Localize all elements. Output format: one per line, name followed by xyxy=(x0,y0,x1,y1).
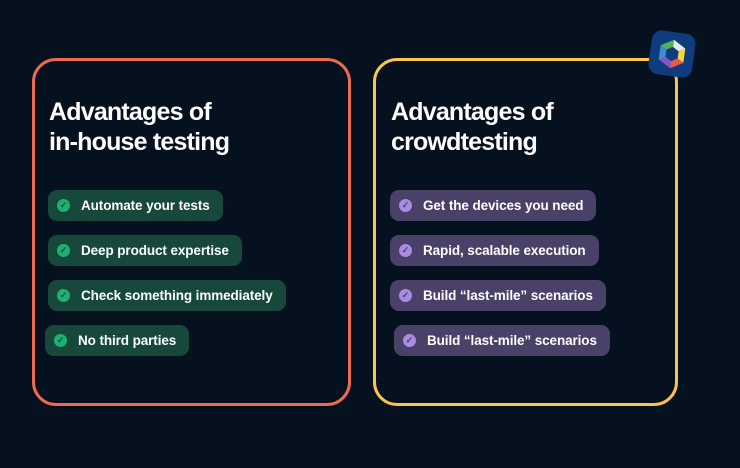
title-line-2: in-house testing xyxy=(49,128,230,156)
advantage-pill: ✓ Deep product expertise xyxy=(48,235,242,266)
advantage-pill: ✓ Build “last-mile” scenarios xyxy=(394,325,610,356)
cube-hexagon-icon xyxy=(658,39,686,69)
check-icon: ✓ xyxy=(57,199,70,212)
crowdtesting-card: Advantages of crowdtesting ✓ Get the devi… xyxy=(373,58,678,406)
pill-label: Automate your tests xyxy=(81,198,210,213)
advantage-pill: ✓ Rapid, scalable execution xyxy=(390,235,599,266)
advantage-row: ✓ No third parties xyxy=(45,325,348,356)
inhouse-advantages-list: ✓ Automate your tests ✓ Deep product expert… xyxy=(35,190,348,356)
advantage-row: ✓ Build “last-mile” scenarios xyxy=(394,325,675,356)
title-line-1: Advantages of xyxy=(49,98,212,126)
pill-label: Deep product expertise xyxy=(81,243,229,258)
advantage-row: ✓ Check something immediately xyxy=(48,280,348,311)
check-icon: ✓ xyxy=(57,289,70,302)
advantage-pill: ✓ Automate your tests xyxy=(48,190,223,221)
pill-label: Rapid, scalable execution xyxy=(423,243,586,258)
advantage-pill: ✓ Get the devices you need xyxy=(390,190,597,221)
advantage-row: ✓ Build “last-mile” scenarios xyxy=(390,280,675,311)
pill-label: Get the devices you need xyxy=(423,198,584,213)
pill-label: No third parties xyxy=(78,333,177,348)
check-icon: ✓ xyxy=(54,334,67,347)
check-icon: ✓ xyxy=(399,199,412,212)
brand-logo xyxy=(647,29,697,79)
crowdtesting-advantages-list: ✓ Get the devices you need ✓ Rapid, scalabl… xyxy=(376,190,675,356)
advantage-row: ✓ Deep product expertise xyxy=(48,235,348,266)
advantage-pill: ✓ Build “last-mile” scenarios xyxy=(390,280,606,311)
inhouse-testing-card: Advantages of in-house testing ✓ Automate… xyxy=(32,58,351,406)
advantage-row: ✓ Rapid, scalable execution xyxy=(390,235,675,266)
check-icon: ✓ xyxy=(403,334,416,347)
title-line-2: crowdtesting xyxy=(391,128,538,156)
crowdtesting-card-title: Advantages of crowdtesting xyxy=(391,97,675,157)
check-icon: ✓ xyxy=(57,244,70,257)
advantage-row: ✓ Get the devices you need xyxy=(390,190,675,221)
pill-label: Build “last-mile” scenarios xyxy=(427,333,597,348)
advantage-pill: ✓ No third parties xyxy=(45,325,190,356)
check-icon: ✓ xyxy=(399,244,412,257)
pill-label: Build “last-mile” scenarios xyxy=(423,288,593,303)
advantage-row: ✓ Automate your tests xyxy=(48,190,348,221)
pill-label: Check something immediately xyxy=(81,288,273,303)
advantage-pill: ✓ Check something immediately xyxy=(48,280,286,311)
check-icon: ✓ xyxy=(399,289,412,302)
title-line-1: Advantages of xyxy=(391,98,554,126)
inhouse-card-title: Advantages of in-house testing xyxy=(49,97,348,157)
